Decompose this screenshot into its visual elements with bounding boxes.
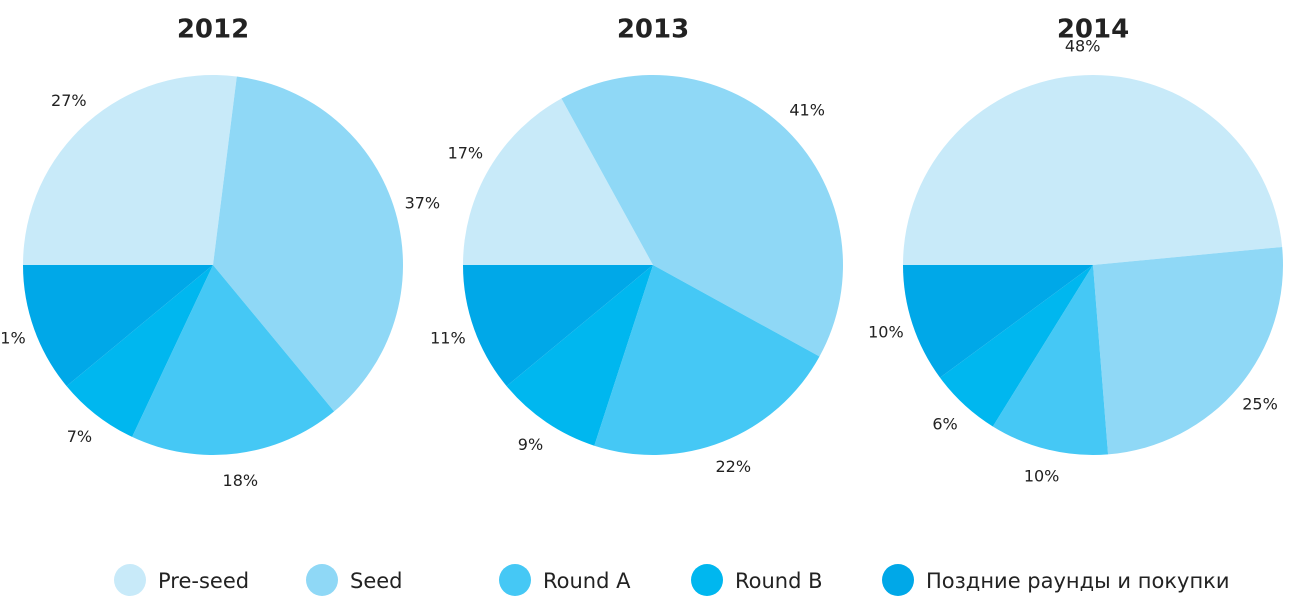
legend-swatch — [114, 564, 146, 596]
legend-swatch — [499, 564, 531, 596]
value-label: 17% — [448, 144, 484, 163]
pie-slice — [213, 76, 404, 412]
legend-label: Round B — [735, 569, 823, 593]
pie-slice — [463, 98, 653, 265]
value-label: 11% — [430, 328, 466, 347]
pie-slice — [23, 75, 237, 265]
pie-slice — [23, 265, 213, 387]
pie-slice — [939, 265, 1093, 427]
legend-label: Seed — [350, 569, 403, 593]
pie-slice — [903, 74, 1283, 265]
value-label: 9% — [518, 435, 543, 454]
value-label: 7% — [67, 427, 92, 446]
pie-slice — [992, 265, 1109, 456]
pie-slice — [132, 265, 335, 455]
value-label: 48% — [1065, 37, 1101, 56]
pie-slice — [561, 75, 843, 357]
pie-slice — [903, 265, 1093, 378]
value-label: 37% — [405, 194, 441, 213]
value-label: 27% — [51, 91, 87, 110]
legend-label: Pre-seed — [158, 569, 249, 593]
pie-title: 2014 — [1057, 15, 1129, 45]
pie-slice — [594, 265, 820, 455]
value-label: 10% — [1024, 466, 1060, 485]
legend-swatch — [306, 564, 338, 596]
legend-label: Поздние раунды и покупки — [926, 569, 1230, 593]
value-label: 11% — [0, 328, 26, 347]
pie-slice — [506, 265, 653, 446]
value-label: 22% — [715, 457, 751, 476]
pie-slice — [1093, 246, 1283, 455]
value-label: 41% — [789, 100, 825, 119]
pie-title: 2013 — [617, 15, 689, 45]
value-label: 18% — [223, 471, 259, 490]
pie-slice — [463, 265, 653, 387]
legend-label: Round A — [543, 569, 631, 593]
legend-swatch — [882, 564, 914, 596]
pie-slice — [66, 265, 214, 437]
legend-swatch — [691, 564, 723, 596]
value-label: 25% — [1242, 395, 1278, 414]
value-label: 10% — [868, 323, 904, 342]
value-label: 6% — [932, 415, 957, 434]
pie-title: 2012 — [177, 15, 249, 45]
